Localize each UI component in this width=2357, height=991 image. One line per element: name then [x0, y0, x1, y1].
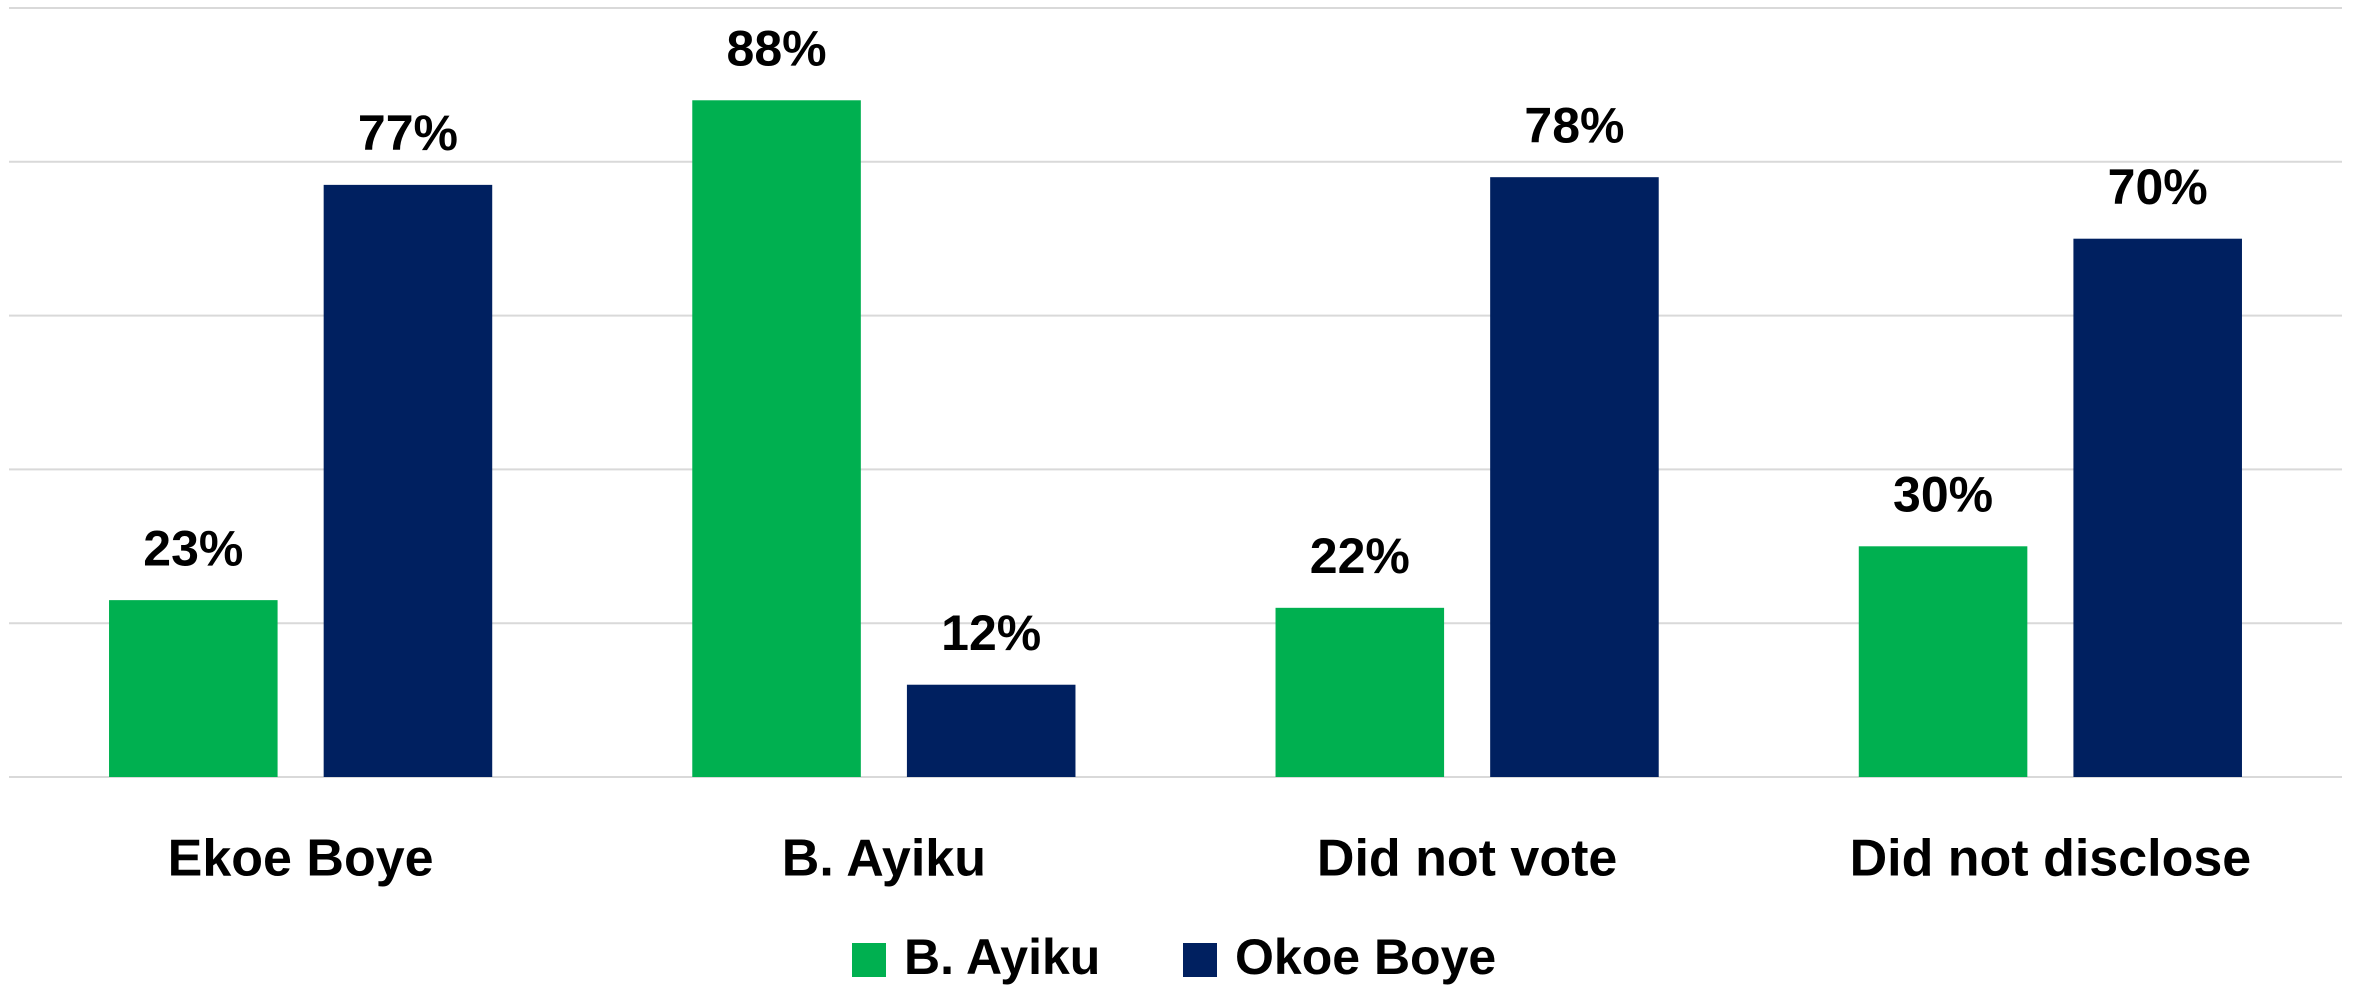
legend-label: Okoe Boye	[1235, 929, 1496, 985]
x-tick-label: B. Ayiku	[782, 830, 986, 888]
bar	[692, 100, 861, 777]
x-tick-label: Did not vote	[1317, 830, 1617, 888]
x-tick-label: Ekoe Boye	[168, 830, 434, 888]
data-label: 77%	[358, 105, 458, 161]
x-tick-label: Did not disclose	[1850, 830, 2252, 888]
legend-swatch	[1183, 943, 1217, 977]
data-label: 88%	[727, 20, 827, 76]
bar	[1490, 177, 1659, 777]
bar	[109, 600, 278, 777]
bar	[906, 684, 1076, 777]
bar	[1275, 607, 1445, 777]
bar	[2073, 238, 2242, 777]
data-label: 12%	[941, 605, 1041, 661]
data-label: 78%	[1524, 97, 1624, 153]
legend-label: B. Ayiku	[904, 929, 1100, 985]
data-label: 30%	[1893, 467, 1993, 523]
data-label: 23%	[143, 520, 243, 576]
legend-swatch	[852, 943, 886, 977]
data-label: 22%	[1310, 528, 1410, 584]
bar	[1858, 546, 2028, 777]
bar	[323, 184, 493, 777]
data-label: 70%	[2108, 159, 2208, 215]
